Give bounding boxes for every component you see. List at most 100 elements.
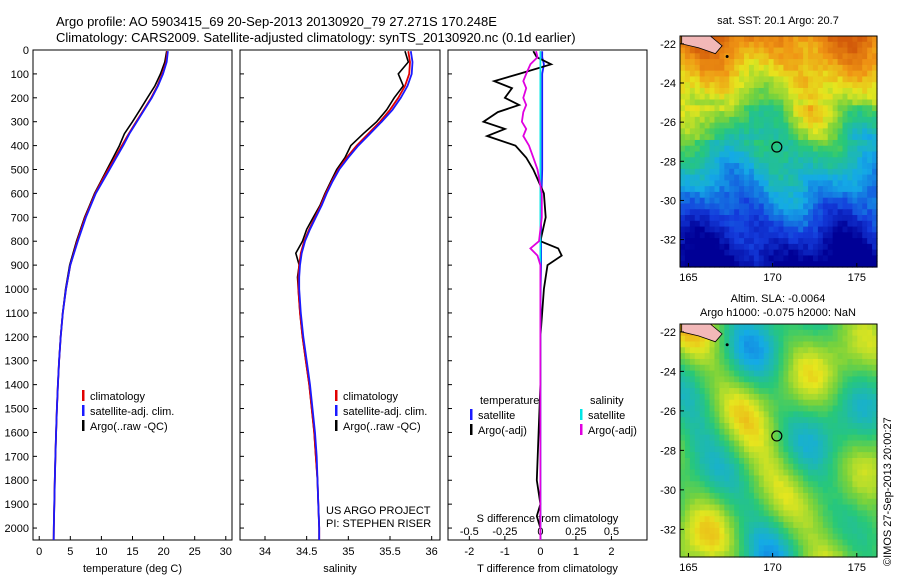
legend-swatch bbox=[470, 424, 473, 435]
x-axis-label: salinity bbox=[323, 563, 357, 575]
y-tick-label: 500 bbox=[11, 165, 29, 177]
legend-swatch bbox=[470, 409, 473, 420]
series-line-diff-3 bbox=[520, 50, 543, 540]
y-tick-label: 300 bbox=[11, 117, 29, 129]
map-x-tick-label: 175 bbox=[848, 272, 866, 284]
x-tick-label: 10 bbox=[95, 546, 107, 558]
legend-swatch bbox=[335, 405, 338, 416]
map-y-tick-label: -24 bbox=[660, 366, 676, 378]
x-tick-label: 30 bbox=[220, 546, 232, 558]
imos-credit: ©IMOS 27-Sep-2013 20:00:27 bbox=[882, 417, 894, 566]
header-line-1: Argo profile: AO 5903415_69 20-Sep-2013 … bbox=[56, 14, 497, 29]
x-tick-label: 0 bbox=[537, 546, 543, 558]
plot-frame-3 bbox=[447, 49, 648, 541]
header-line-2: Climatology: CARS2009. Satellite-adjuste… bbox=[56, 30, 576, 45]
map-y-tick-label: -30 bbox=[660, 195, 676, 207]
y-tick-label: 1200 bbox=[5, 332, 29, 344]
sst-map-title: sat. SST: 20.1 Argo: 20.7 bbox=[717, 15, 839, 27]
x2-tick-label: 0.5 bbox=[604, 526, 619, 538]
y-tick-label: 100 bbox=[11, 69, 29, 81]
legend-swatch bbox=[580, 409, 583, 420]
land-isle bbox=[725, 55, 729, 59]
map-y-tick-label: -26 bbox=[660, 117, 676, 129]
map-x-tick-label: 175 bbox=[848, 562, 866, 574]
x-tick-label: 36 bbox=[426, 546, 438, 558]
project-credit: US ARGO PROJECT bbox=[326, 505, 431, 517]
x-tick-label: 2 bbox=[608, 546, 614, 558]
legend-swatch bbox=[335, 420, 338, 431]
series-line-diff-1 bbox=[481, 50, 563, 540]
legend-label: Argo(-adj) bbox=[588, 425, 637, 437]
legend-swatch bbox=[82, 390, 85, 401]
x-tick-label: 35 bbox=[342, 546, 354, 558]
legend-label: Argo(-adj) bbox=[478, 425, 527, 437]
pi-credit: PI: STEPHEN RISER bbox=[326, 518, 432, 530]
map-y-tick-label: -22 bbox=[660, 327, 676, 339]
map-y-tick-label: -26 bbox=[660, 406, 676, 418]
x2-tick-label: 0.25 bbox=[565, 526, 586, 538]
x-axis-label: temperature (deg C) bbox=[83, 563, 182, 575]
map-y-tick-label: -24 bbox=[660, 78, 676, 90]
x-tick-label: 0 bbox=[36, 546, 42, 558]
y-tick-label: 1900 bbox=[5, 499, 29, 511]
series-line-satellite-adj-clim- bbox=[298, 51, 414, 540]
x-tick-label: 34 bbox=[259, 546, 271, 558]
map-x-tick-label: 170 bbox=[763, 562, 781, 574]
x-tick-label: 1 bbox=[573, 546, 579, 558]
x2-tick-label: -0.25 bbox=[492, 526, 517, 538]
y-tick-label: 1600 bbox=[5, 427, 29, 439]
y-tick-label: 400 bbox=[11, 141, 29, 153]
legend-label: temperature bbox=[480, 395, 539, 407]
argo-position-marker bbox=[771, 141, 783, 153]
series-line-satellite-adj-clim- bbox=[52, 51, 169, 541]
y-tick-label: 600 bbox=[11, 188, 29, 200]
legend-swatch bbox=[335, 390, 338, 401]
argo-position-marker bbox=[771, 430, 783, 442]
x-tick-label: 35.5 bbox=[379, 546, 400, 558]
sla-map-title: Altim. SLA: -0.0064 bbox=[731, 293, 826, 305]
legend-label: Argo(..raw -QC) bbox=[343, 421, 421, 433]
map-y-tick-label: -30 bbox=[660, 485, 676, 497]
y-tick-label: 700 bbox=[11, 212, 29, 224]
legend-label: satellite bbox=[478, 410, 515, 422]
land-isle bbox=[725, 343, 729, 347]
legend-swatch bbox=[580, 424, 583, 435]
y-tick-label: 1700 bbox=[5, 451, 29, 463]
plot-frame-2 bbox=[239, 49, 441, 541]
legend-label: satellite bbox=[588, 410, 625, 422]
legend-label: salinity bbox=[590, 395, 624, 407]
x-tick-label: -1 bbox=[500, 546, 510, 558]
map-field-4 bbox=[680, 324, 878, 558]
y-tick-label: 900 bbox=[11, 260, 29, 272]
map-frame-4 bbox=[679, 323, 878, 558]
x2-axis-label: S difference from climatology bbox=[477, 513, 619, 525]
legend-swatch bbox=[82, 420, 85, 431]
x-tick-label: 34.5 bbox=[296, 546, 317, 558]
y-tick-label: 1100 bbox=[5, 308, 29, 320]
x2-tick-label: -0.5 bbox=[460, 526, 479, 538]
map-y-tick-label: -28 bbox=[660, 445, 676, 457]
x-tick-label: 5 bbox=[67, 546, 73, 558]
x-tick-label: 25 bbox=[189, 546, 201, 558]
sla-map-subtitle: Argo h1000: -0.075 h2000: NaN bbox=[700, 307, 856, 319]
x-axis-label: T difference from climatology bbox=[477, 563, 618, 575]
plot-frame-1 bbox=[32, 49, 233, 541]
map-x-tick-label: 165 bbox=[679, 562, 697, 574]
map-x-tick-label: 170 bbox=[763, 272, 781, 284]
map-y-tick-label: -32 bbox=[660, 235, 676, 247]
y-tick-label: 800 bbox=[11, 236, 29, 248]
legend-label: Argo(..raw -QC) bbox=[90, 421, 168, 433]
legend-label: climatology bbox=[343, 391, 399, 403]
legend-swatch bbox=[82, 405, 85, 416]
y-tick-label: 200 bbox=[11, 93, 29, 105]
x-tick-label: -2 bbox=[464, 546, 474, 558]
map-y-tick-label: -32 bbox=[660, 524, 676, 536]
y-tick-label: 1000 bbox=[5, 284, 29, 296]
y-tick-label: 1500 bbox=[5, 404, 29, 416]
map-y-tick-label: -22 bbox=[660, 39, 676, 51]
x-tick-label: 20 bbox=[157, 546, 169, 558]
map-x-tick-label: 165 bbox=[679, 272, 697, 284]
y-tick-label: 1800 bbox=[5, 475, 29, 487]
